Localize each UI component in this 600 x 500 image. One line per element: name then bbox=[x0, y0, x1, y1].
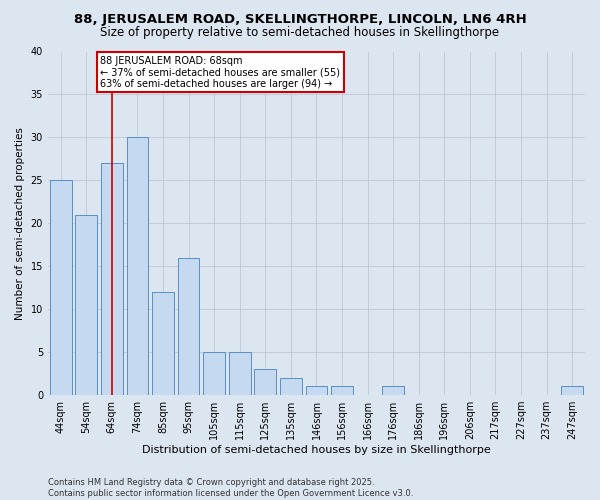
Bar bbox=[178, 258, 199, 395]
Text: 88, JERUSALEM ROAD, SKELLINGTHORPE, LINCOLN, LN6 4RH: 88, JERUSALEM ROAD, SKELLINGTHORPE, LINC… bbox=[74, 12, 526, 26]
Bar bbox=[562, 386, 583, 395]
Bar bbox=[50, 180, 71, 395]
Bar bbox=[305, 386, 328, 395]
Y-axis label: Number of semi-detached properties: Number of semi-detached properties bbox=[15, 127, 25, 320]
Text: Size of property relative to semi-detached houses in Skellingthorpe: Size of property relative to semi-detach… bbox=[100, 26, 500, 39]
Bar bbox=[382, 386, 404, 395]
Bar bbox=[203, 352, 225, 395]
Text: Contains HM Land Registry data © Crown copyright and database right 2025.
Contai: Contains HM Land Registry data © Crown c… bbox=[48, 478, 413, 498]
Text: 88 JERUSALEM ROAD: 68sqm
← 37% of semi-detached houses are smaller (55)
63% of s: 88 JERUSALEM ROAD: 68sqm ← 37% of semi-d… bbox=[100, 56, 340, 89]
Bar bbox=[254, 370, 276, 395]
Bar bbox=[76, 214, 97, 395]
Bar bbox=[127, 138, 148, 395]
Bar bbox=[152, 292, 174, 395]
Bar bbox=[280, 378, 302, 395]
Bar bbox=[331, 386, 353, 395]
X-axis label: Distribution of semi-detached houses by size in Skellingthorpe: Distribution of semi-detached houses by … bbox=[142, 445, 491, 455]
Bar bbox=[101, 163, 123, 395]
Bar bbox=[229, 352, 251, 395]
